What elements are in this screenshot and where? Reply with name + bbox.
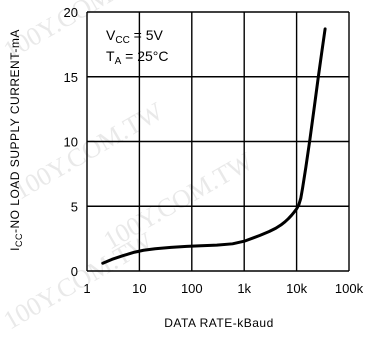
y-tick-label: 0 bbox=[71, 264, 78, 279]
y-tick-labels: 0 5 10 15 20 bbox=[64, 5, 78, 279]
annotation-ta-rest: = 25°C bbox=[121, 48, 168, 64]
annotation-vcc-main: V bbox=[106, 27, 116, 43]
annotation-ta-main: T bbox=[106, 48, 115, 64]
x-axis-label: DATA RATE-kBaud bbox=[164, 316, 274, 330]
annotation-ta-sub: A bbox=[115, 56, 122, 67]
annotation-vcc-sub: CC bbox=[115, 35, 129, 46]
y-tick-label: 20 bbox=[64, 5, 78, 20]
x-tick-label: 1 bbox=[83, 281, 90, 296]
x-tick-label: 10 bbox=[132, 281, 146, 296]
y-tick-label: 5 bbox=[71, 199, 78, 214]
y-tick-label: 15 bbox=[64, 70, 78, 85]
series-line bbox=[101, 27, 327, 265]
x-tick-label: 100 bbox=[181, 281, 203, 296]
y-tick-label: 10 bbox=[64, 135, 78, 150]
y-axis-label-main: I bbox=[8, 247, 22, 251]
x-tick-label: 100k bbox=[335, 281, 364, 296]
x-tick-label: 1k bbox=[237, 281, 251, 296]
y-axis-label-sub: CC bbox=[14, 233, 24, 247]
grid bbox=[86, 11, 350, 272]
y-axis-label-rest: -NO LOAD SUPPLY CURRENT-mA bbox=[8, 29, 22, 233]
y-axis-label: ICC-NO LOAD SUPPLY CURRENT-mA bbox=[8, 29, 24, 251]
x-tick-label: 10k bbox=[286, 281, 307, 296]
annotation-vcc-rest: = 5V bbox=[130, 27, 164, 43]
watermark-text: 100Y.COM.TW bbox=[9, 96, 169, 205]
annotation-vcc: VCC = 5V bbox=[106, 27, 164, 46]
x-tick-labels: 1 10 100 1k 10k 100k bbox=[83, 281, 363, 296]
annotation-ta: TA = 25°C bbox=[106, 48, 168, 67]
